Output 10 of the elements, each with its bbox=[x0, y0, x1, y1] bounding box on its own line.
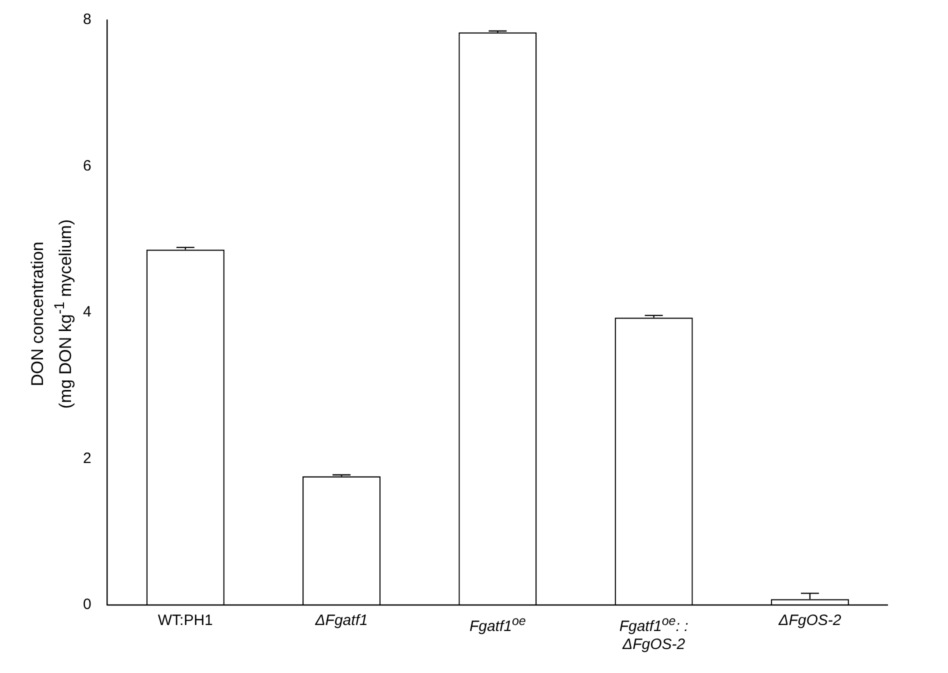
y-tick-label: 2 bbox=[83, 450, 92, 467]
y-tick-label: 6 bbox=[83, 157, 92, 174]
y-tick-label: 8 bbox=[83, 11, 92, 28]
x-tick-label: Fgatf1$^{oe}$: : ΔFgOS-2 bbox=[618, 613, 690, 654]
y-tick-label: 4 bbox=[83, 304, 92, 321]
x-tick-label: ΔFgatf1 bbox=[314, 612, 369, 630]
y-tick-label: 0 bbox=[83, 596, 92, 614]
x-tick-label: ΔFgOS-2 bbox=[777, 612, 842, 630]
x-tick-label: Fgatf1$^{oe}$ bbox=[468, 613, 527, 636]
x-tick-label: WT:PH1 bbox=[156, 612, 214, 630]
